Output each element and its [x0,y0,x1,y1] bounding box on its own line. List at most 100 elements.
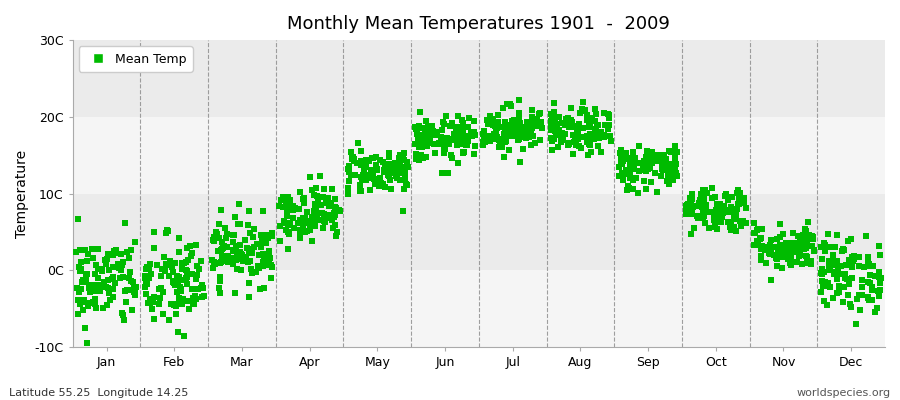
Point [213,274,228,280]
Point [529,123,544,130]
Y-axis label: Temperature: Temperature [15,150,29,238]
Point [490,134,504,140]
Point [768,244,782,250]
Point [81,303,95,310]
Point [861,254,876,260]
Point [804,260,818,267]
Point [395,163,410,170]
Point [320,194,335,201]
Point [627,162,642,169]
Point [838,271,852,277]
Point [298,214,312,221]
Point [115,262,130,268]
Point [734,218,748,224]
Point [443,123,457,130]
Point [459,142,473,148]
Point [855,277,869,283]
Point [778,250,793,257]
Point [161,228,176,234]
Point [294,228,309,234]
Point [821,231,835,237]
Point [557,122,572,129]
Point [279,199,293,206]
Point [597,132,611,138]
Point [718,193,733,199]
Point [262,248,276,254]
Point [158,230,173,236]
Point [214,253,229,260]
Point [588,118,602,125]
Point [140,264,154,270]
Point [282,194,296,201]
Point [105,264,120,270]
Point [551,144,565,150]
Point [153,295,167,301]
Point [838,274,852,281]
Point [639,186,653,192]
Point [460,142,474,149]
Point [395,207,410,214]
Point [226,232,240,238]
Point [772,244,787,250]
Point [275,204,290,210]
Point [499,132,513,138]
Point [449,131,464,137]
Point [583,131,598,137]
Point [806,236,820,242]
Point [212,248,226,254]
Point [411,137,426,143]
Point [184,252,198,259]
Point [482,120,496,126]
Point [657,161,671,167]
Point [257,254,272,260]
Point [616,176,630,183]
Point [806,234,820,240]
Point [170,281,184,288]
Point [796,238,811,245]
Point [648,154,662,160]
Point [120,249,134,256]
Point [796,240,811,246]
Point [855,292,869,298]
Point [777,243,791,250]
Point [375,181,390,187]
Point [437,145,452,152]
Point [476,139,491,146]
Point [512,113,526,120]
Point [798,253,813,259]
Point [872,273,886,280]
Point [362,158,376,164]
Point [847,253,861,260]
Point [116,273,130,280]
Point [778,252,793,258]
Point [144,271,158,278]
Point [513,120,527,126]
Point [558,130,572,137]
Point [644,150,658,156]
Point [382,150,397,156]
Point [730,190,744,196]
Point [224,255,238,261]
Point [527,139,542,146]
Point [846,258,860,264]
Point [730,206,744,212]
Point [359,177,374,183]
Point [245,270,259,276]
Point [77,247,92,254]
Point [283,197,297,203]
Point [247,226,261,232]
Point [662,163,677,170]
Point [91,246,105,253]
Point [510,136,525,143]
Point [696,187,710,194]
Point [147,245,161,252]
Point [232,201,247,207]
Text: worldspecies.org: worldspecies.org [796,388,891,398]
Point [418,118,433,124]
Point [638,154,652,160]
Point [799,228,814,235]
Point [619,166,634,173]
Point [804,233,818,240]
Point [342,177,356,184]
Point [660,161,674,168]
